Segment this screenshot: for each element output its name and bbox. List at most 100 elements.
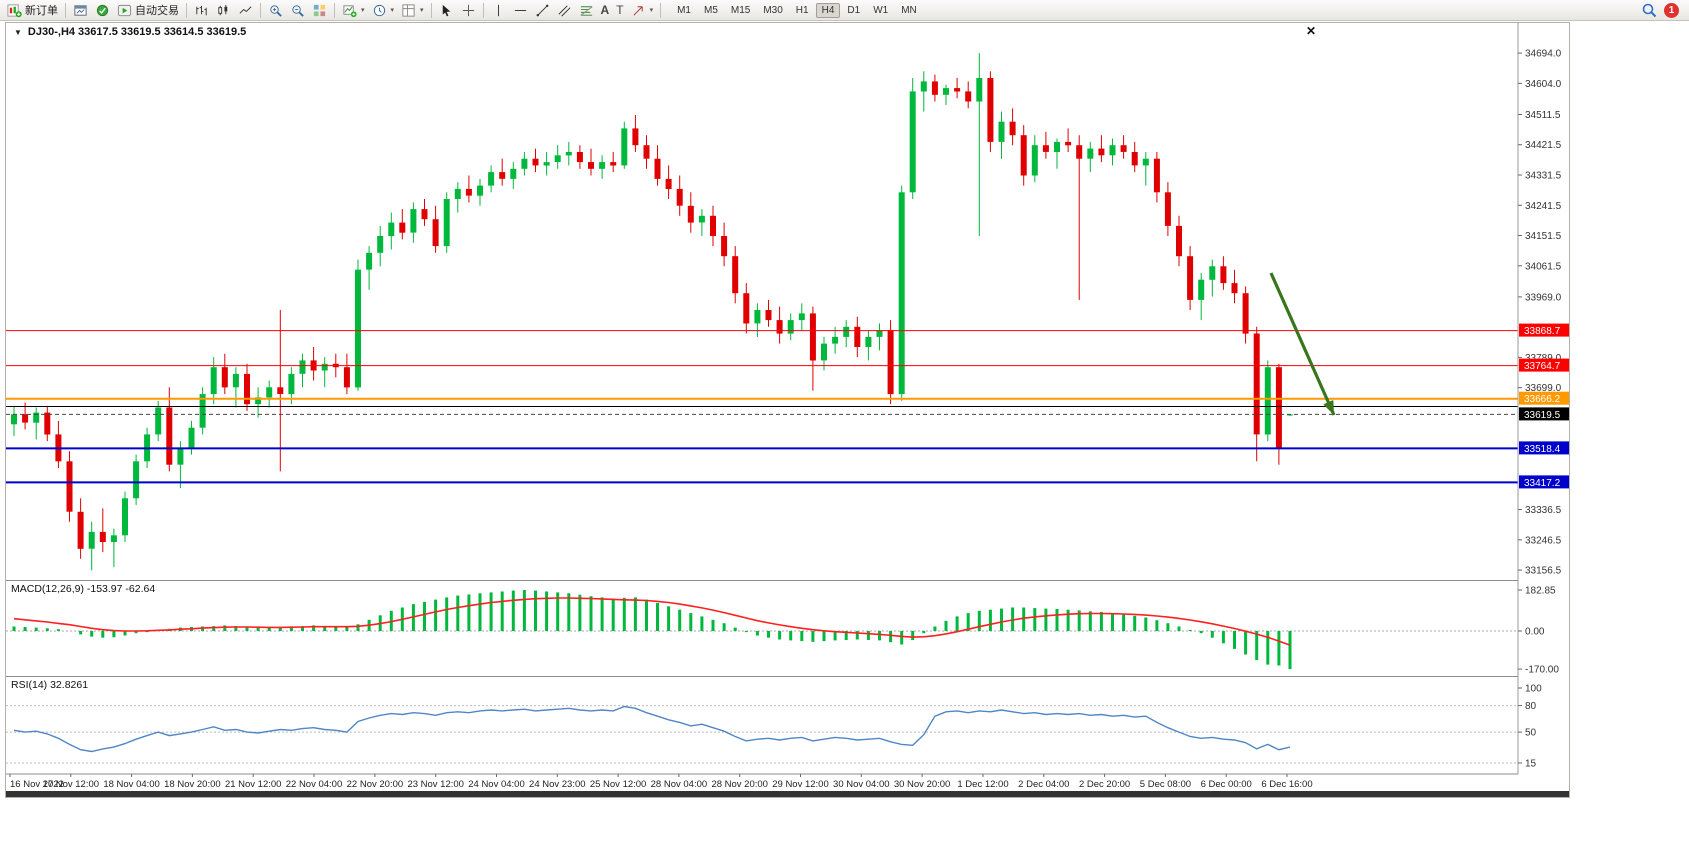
price-tick: 34061.5 <box>1525 261 1562 272</box>
separator <box>65 2 66 18</box>
notification-badge[interactable]: 1 <box>1664 2 1679 18</box>
indicators-button[interactable]: ▾ <box>339 2 368 19</box>
chart-close-icon[interactable]: ✕ <box>1306 24 1317 38</box>
text-icon: A <box>600 3 610 17</box>
chart-window: ▼ DJ30-,H4 33617.5 33619.5 33614.5 33619… <box>5 22 1570 798</box>
time-tick-label: 1 Dec 12:00 <box>957 779 1008 790</box>
time-tick-label: 2 Dec 04:00 <box>1018 779 1069 790</box>
toolbar-right: 1 <box>1641 2 1685 18</box>
templates-button[interactable]: ▾ <box>398 2 427 19</box>
svg-text:33619.5: 33619.5 <box>1524 410 1561 421</box>
horizontal-line-button[interactable] <box>510 2 531 19</box>
price-tick: 34241.5 <box>1525 201 1562 212</box>
down-arrow-annotation[interactable] <box>1269 272 1336 416</box>
time-tick-label: 6 Dec 00:00 <box>1201 779 1252 790</box>
zoom-out-icon <box>292 4 304 17</box>
price-badge <box>1519 391 1569 405</box>
svg-text:33518.4: 33518.4 <box>1524 444 1561 455</box>
timeframe-w1[interactable]: W1 <box>873 4 889 16</box>
svg-text:33666.2: 33666.2 <box>1524 394 1561 405</box>
vertical-line-icon <box>497 4 499 16</box>
line-chart-button[interactable] <box>235 2 256 19</box>
price-tick: 34151.5 <box>1525 231 1562 242</box>
channel-button[interactable] <box>554 2 575 19</box>
indicators-icon <box>343 4 357 17</box>
horizontal-line-icon <box>514 9 526 11</box>
label-button[interactable]: T <box>613 2 626 18</box>
price-tick: 33246.5 <box>1525 535 1562 546</box>
collapse-icon[interactable]: ▼ <box>14 27 22 37</box>
chart-canvas[interactable]: 34694.0 34604.0 34511.5 34421.5 34331.5 34241… <box>6 23 1569 797</box>
new-order-label: 新订单 <box>25 5 58 17</box>
ohlc-title-text: DJ30-,H4 33617.5 33619.5 33614.5 33619.5 <box>27 26 247 38</box>
timeframe-group: M1 M5 M15 M30 H1 H4 D1 W1 MN <box>671 2 923 18</box>
price-axis: 34694.0 34604.0 34511.5 34421.5 34331.5 34241… <box>1517 23 1569 774</box>
rsi-label: RSI(14) 32.8261 <box>11 679 88 691</box>
main-toolbar: 新订单 自动交易 ▾ ▾ ▾ <box>0 0 1689 21</box>
line-chart-icon <box>239 5 252 14</box>
time-tick-label: 5 Dec 08:00 <box>1140 779 1191 790</box>
price-tick: 34694.0 <box>1525 49 1562 60</box>
time-tick-label: 21 Nov 12:00 <box>225 779 282 790</box>
zoom-in-icon <box>270 4 282 17</box>
price-tick: 33156.5 <box>1525 566 1562 577</box>
svg-text:33764.7: 33764.7 <box>1524 361 1561 372</box>
channel-icon <box>558 4 571 16</box>
vertical-line-button[interactable] <box>488 2 509 19</box>
time-tick-label: 16 Nov 2022 <box>10 779 64 790</box>
rsi-line <box>13 705 1291 753</box>
trendline-button[interactable] <box>532 2 553 19</box>
rsi-pane: 100 80 50 15 RSI(14) 32.8261 <box>6 679 1542 770</box>
text-button[interactable]: A <box>598 2 613 18</box>
new-order-button[interactable]: 新订单 <box>4 1 61 19</box>
periods-clock-icon <box>373 4 385 16</box>
price-badge <box>1519 358 1569 372</box>
time-tick-label: 17 Nov 12:00 <box>43 779 100 790</box>
zoom-in-button[interactable] <box>265 2 286 19</box>
rsi-axis-tick: 100 <box>1525 684 1542 695</box>
crosshair-button[interactable] <box>458 2 479 19</box>
separator <box>334 2 335 18</box>
chevron-down-icon: ▾ <box>361 7 365 14</box>
timeframe-h1[interactable]: H1 <box>795 4 809 16</box>
macd-label: MACD(12,26,9) -153.97 -62.64 <box>11 583 155 595</box>
separator <box>660 2 662 18</box>
zoom-out-button[interactable] <box>287 2 308 19</box>
time-tick-label: 25 Nov 12:00 <box>590 779 647 790</box>
quotes-icon <box>96 4 109 16</box>
cursor-icon <box>442 4 450 16</box>
new-order-icon <box>7 3 22 17</box>
price-tick: 33336.5 <box>1525 505 1562 516</box>
timeframe-h4[interactable]: H4 <box>815 2 841 18</box>
rsi-axis-tick: 15 <box>1525 759 1537 770</box>
timeframe-m15[interactable]: M15 <box>730 4 751 16</box>
svg-text:33868.7: 33868.7 <box>1524 326 1561 337</box>
rsi-axis-tick: 80 <box>1525 701 1537 712</box>
autotrading-button[interactable]: 自动交易 <box>114 1 182 19</box>
bars-chart-button[interactable] <box>191 2 212 19</box>
svg-text:33417.2: 33417.2 <box>1524 478 1561 489</box>
separator <box>186 2 187 18</box>
periods-button[interactable]: ▾ <box>369 2 398 19</box>
price-badge <box>1519 441 1569 455</box>
level-lines[interactable] <box>6 330 1518 484</box>
charts-button[interactable] <box>70 2 91 19</box>
cursor-button[interactable] <box>436 2 457 19</box>
timeframe-m5[interactable]: M5 <box>703 4 718 16</box>
timeframe-mn[interactable]: MN <box>901 4 917 16</box>
fibonacci-button[interactable] <box>576 2 597 19</box>
chevron-down-icon: ▾ <box>390 7 395 14</box>
time-tick-label: 28 Nov 20:00 <box>711 779 768 790</box>
timeframe-d1[interactable]: D1 <box>847 4 861 16</box>
arrows-button[interactable]: ▾ <box>628 2 657 19</box>
candles-chart-button[interactable] <box>213 2 234 19</box>
quotes-button[interactable] <box>92 2 113 19</box>
timeframe-m1[interactable]: M1 <box>677 4 691 16</box>
timeframe-m30[interactable]: M30 <box>763 4 783 16</box>
arrows-icon <box>633 5 643 16</box>
tile-windows-button[interactable] <box>309 2 330 19</box>
search-icon[interactable] <box>1641 2 1657 18</box>
time-tick-label: 6 Dec 16:00 <box>1261 779 1312 790</box>
macd-pane: MACD(12,26,9) -153.97 -62.64 182.85 0.00 -1… <box>6 583 1559 676</box>
time-tick-label: 18 Nov 20:00 <box>164 779 221 790</box>
